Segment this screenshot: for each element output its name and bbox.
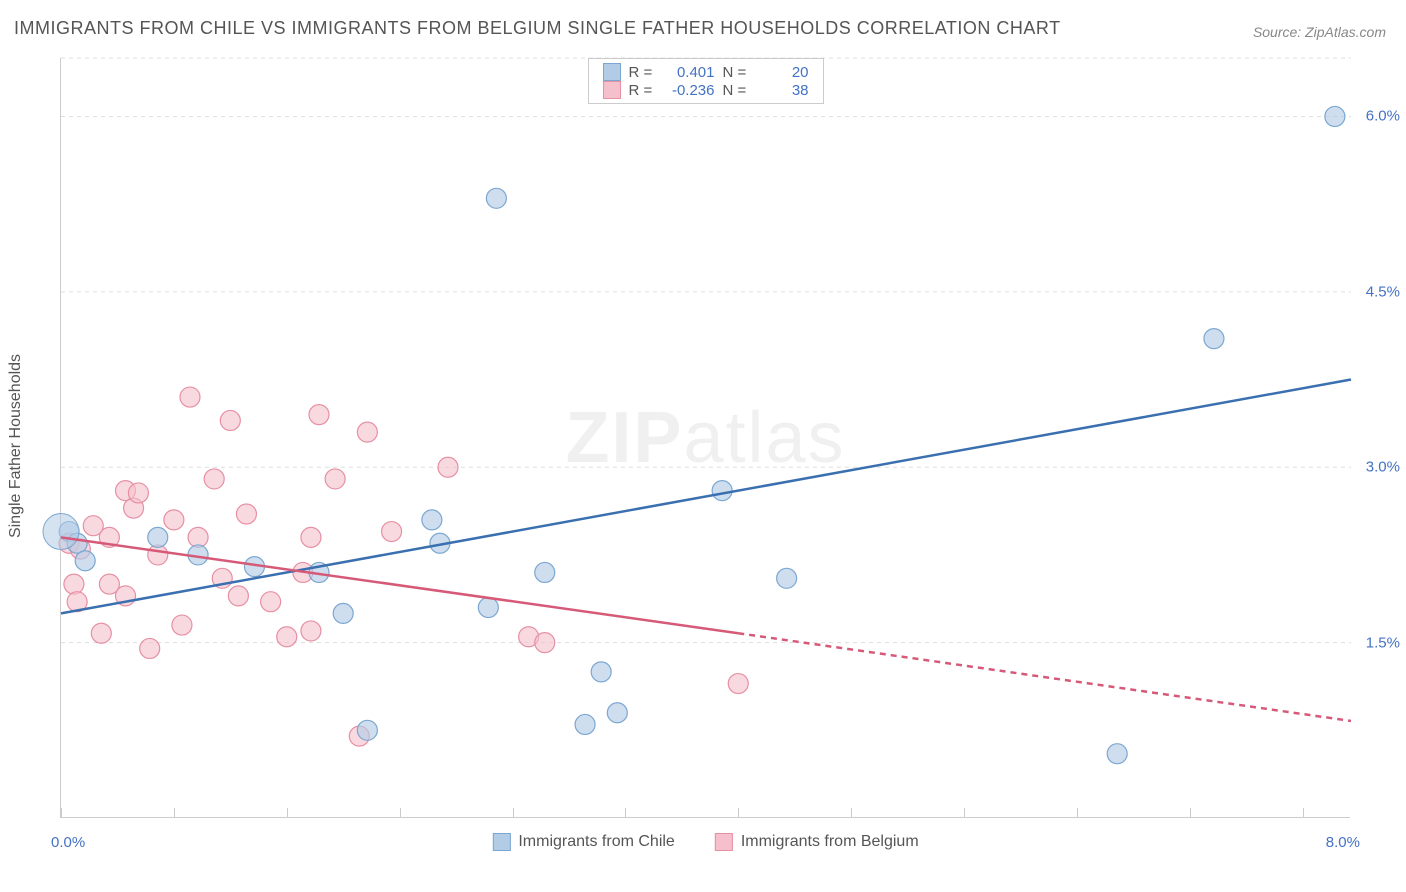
n-label: N =: [723, 82, 749, 99]
data-point: [164, 510, 184, 530]
y-tick-label: 1.5%: [1356, 634, 1400, 651]
r-label: R =: [629, 82, 655, 99]
x-tick: [61, 808, 62, 818]
data-point: [382, 522, 402, 542]
source-label: Source: ZipAtlas.com: [1253, 24, 1386, 40]
chart-container: IMMIGRANTS FROM CHILE VS IMMIGRANTS FROM…: [0, 0, 1406, 892]
trendlines: [61, 380, 1351, 721]
r-value-belgium: -0.236: [663, 82, 715, 99]
x-tick: [1303, 808, 1304, 818]
data-point: [75, 551, 95, 571]
scatter-svg: [61, 58, 1350, 817]
legend-row-belgium: R = -0.236 N = 38: [603, 81, 809, 99]
data-point: [1204, 329, 1224, 349]
swatch-chile: [492, 833, 510, 851]
swatch-chile: [603, 63, 621, 81]
data-point: [309, 405, 329, 425]
y-tick-label: 6.0%: [1356, 108, 1400, 125]
data-point: [64, 574, 84, 594]
n-value-belgium: 38: [757, 82, 809, 99]
trendline: [738, 633, 1351, 721]
trendline: [61, 380, 1351, 614]
data-point: [422, 510, 442, 530]
data-point: [204, 469, 224, 489]
correlation-legend: R = 0.401 N = 20 R = -0.236 N = 38: [588, 58, 824, 104]
series-legend: Immigrants from Chile Immigrants from Be…: [492, 833, 918, 851]
data-point: [728, 674, 748, 694]
x-tick: [1077, 808, 1078, 818]
x-tick: [964, 808, 965, 818]
data-point: [535, 633, 555, 653]
legend-row-chile: R = 0.401 N = 20: [603, 63, 809, 81]
data-point: [148, 527, 168, 547]
data-point: [607, 703, 627, 723]
data-point-large: [43, 514, 79, 550]
x-tick: [287, 808, 288, 818]
data-point: [535, 562, 555, 582]
data-point: [220, 410, 240, 430]
x-tick: [400, 808, 401, 818]
data-point: [486, 188, 506, 208]
data-point: [301, 621, 321, 641]
data-point: [712, 481, 732, 501]
data-point: [301, 527, 321, 547]
data-point: [277, 627, 297, 647]
data-point: [91, 623, 111, 643]
legend-item-belgium: Immigrants from Belgium: [715, 833, 919, 851]
n-value-chile: 20: [757, 64, 809, 81]
data-point: [575, 714, 595, 734]
x-max-label: 8.0%: [1326, 834, 1360, 851]
data-point: [591, 662, 611, 682]
data-point: [777, 568, 797, 588]
data-point: [438, 457, 458, 477]
data-point: [128, 483, 148, 503]
data-point: [236, 504, 256, 524]
data-point: [172, 615, 192, 635]
y-tick-label: 3.0%: [1356, 459, 1400, 476]
data-point: [140, 638, 160, 658]
data-point: [1107, 744, 1127, 764]
swatch-belgium: [603, 81, 621, 99]
swatch-belgium: [715, 833, 733, 851]
n-label: N =: [723, 64, 749, 81]
x-tick: [513, 808, 514, 818]
data-point: [325, 469, 345, 489]
data-point: [357, 720, 377, 740]
x-tick: [1190, 808, 1191, 818]
data-point: [180, 387, 200, 407]
x-min-label: 0.0%: [51, 834, 85, 851]
data-point: [333, 603, 353, 623]
x-tick: [625, 808, 626, 818]
data-point: [261, 592, 281, 612]
data-point: [478, 598, 498, 618]
r-label: R =: [629, 64, 655, 81]
data-point: [228, 586, 248, 606]
points-chile: [43, 106, 1345, 763]
chart-title: IMMIGRANTS FROM CHILE VS IMMIGRANTS FROM…: [14, 18, 1061, 39]
data-point: [1325, 106, 1345, 126]
data-point: [357, 422, 377, 442]
legend-item-chile: Immigrants from Chile: [492, 833, 674, 851]
y-tick-label: 4.5%: [1356, 283, 1400, 300]
plot-area: ZIPatlas R = 0.401 N = 20 R = -0.236 N =…: [60, 58, 1350, 818]
points-belgium: [59, 387, 748, 746]
y-axis-label: Single Father Households: [7, 354, 25, 538]
legend-label-chile: Immigrants from Chile: [518, 833, 674, 851]
x-tick: [738, 808, 739, 818]
x-tick: [851, 808, 852, 818]
gridlines: [61, 58, 1351, 643]
legend-label-belgium: Immigrants from Belgium: [741, 833, 919, 851]
x-tick: [174, 808, 175, 818]
r-value-chile: 0.401: [663, 64, 715, 81]
